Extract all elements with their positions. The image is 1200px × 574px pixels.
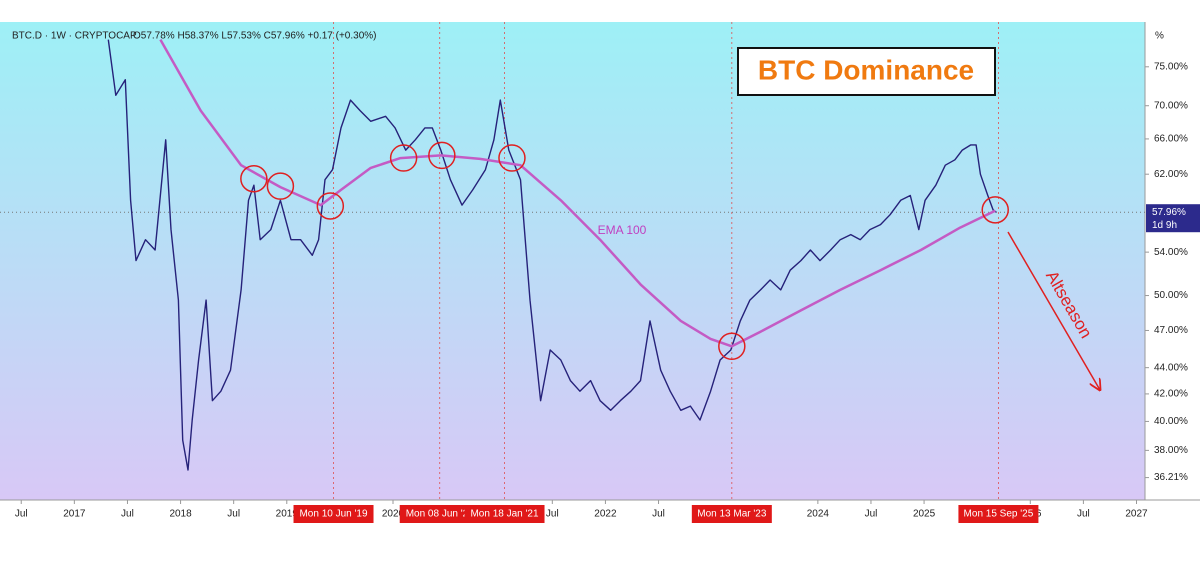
countdown: 1d 9h [1152,220,1177,231]
marker-tag: Mon 13 Mar '23 [697,509,767,520]
symbol-info: BTC.D · 1W · CRYPTOCAP [12,31,137,42]
series-line [159,38,996,348]
altseason-arrow [1007,231,1100,390]
x-tick-label: Jul [1077,509,1090,520]
y-tick-label: 40.00% [1154,416,1188,427]
marker-tag-bg [691,505,772,523]
x-tick-label: 2019 [276,509,299,520]
price-tag: 57.96% [1152,207,1186,218]
x-tick-label: Jul [865,509,878,520]
x-tick-label: Jul [652,509,665,520]
x-tick-label: 2027 [1125,509,1148,520]
marker-tag-bg [464,505,545,523]
x-tick-label: 2022 [594,509,617,520]
y-tick-label: 36.21% [1154,472,1188,483]
x-tick-label: Jul [227,509,240,520]
y-axis-panel [1145,22,1200,500]
highlight-circle [389,144,418,172]
y-tick-label: 75.00% [1154,61,1188,72]
marker-tag-bg [293,505,374,523]
x-tick-label: 2018 [169,509,192,520]
series-line [107,39,997,471]
highlight-circle [981,196,1009,224]
marker-tag: Mon 10 Jun '19 [299,509,368,520]
price-tag-bg [1146,204,1200,233]
y-tick-label: 54.00% [1154,247,1188,258]
marker-tag: Mon 08 Jun '20 [406,509,475,520]
highlight-circle [240,165,268,193]
y-tick-label: 70.00% [1154,100,1188,111]
highlight-circle [498,144,526,172]
y-unit: % [1155,31,1164,42]
x-tick-label: 2025 [913,509,936,520]
ohlc: O57.78% H58.37% L57.53% C57.96% +0.17 (+… [133,31,377,42]
x-tick-label: 2017 [63,509,86,520]
highlight-circle [718,332,746,361]
highlight-circle [316,192,345,220]
y-tick-label: 38.00% [1154,445,1188,456]
y-tick-label: 44.00% [1154,362,1188,373]
marker-tag-bg [958,505,1039,523]
title-box [737,47,996,96]
highlight-circle [266,172,295,200]
x-tick-label: 2020 [382,509,405,520]
x-tick-label: Jul [15,509,28,520]
y-tick-label: 50.00% [1154,290,1188,301]
y-tick-label: 42.00% [1154,389,1188,400]
y-tick-label: 62.00% [1154,169,1188,180]
y-tick-label: 66.00% [1154,134,1188,145]
chart-title: BTC Dominance [758,54,974,85]
marker-tag: Mon 18 Jan '21 [470,509,539,520]
ema-label: EMA 100 [598,223,647,237]
plot-background [0,22,1145,500]
y-tick-label: 47.00% [1154,325,1188,336]
x-tick-label: Jul [546,509,559,520]
marker-tag: Mon 15 Sep '25 [964,509,1034,520]
marker-tag-bg [399,505,480,523]
highlight-circle [428,141,456,170]
x-tick-label: 2024 [807,509,830,520]
x-tick-label: Jul [121,509,134,520]
